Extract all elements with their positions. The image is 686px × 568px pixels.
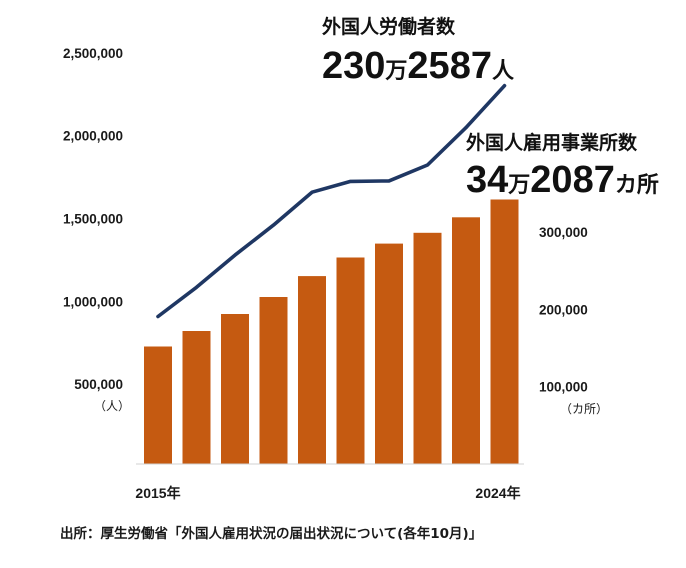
bar-9 <box>490 199 519 464</box>
establishments-num2: 2087 <box>530 159 615 201</box>
bar-1 <box>182 331 211 464</box>
establishments-unit2: カ所 <box>615 173 659 198</box>
source-note: 出所：厚生労働省「外国人雇用状況の届出状況について(各年10月)」 <box>60 525 482 542</box>
establishments-label: 外国人雇用事業所数 <box>466 131 638 154</box>
workers-num2: 2587 <box>407 45 492 87</box>
bar-6 <box>375 243 403 464</box>
establishments-unit1: 万 <box>507 173 530 198</box>
right-tick-label: 300,000 <box>539 225 588 240</box>
bar-7 <box>413 232 442 464</box>
workers-num1: 230 <box>322 45 385 87</box>
left-tick-label: 2,000,000 <box>63 129 123 144</box>
establishments-value: 34万2087カ所 <box>466 159 659 201</box>
bar-0 <box>144 346 172 464</box>
bar-8 <box>452 217 480 464</box>
workers-label: 外国人労働者数 <box>322 15 456 38</box>
x-label-start: 2015年 <box>135 485 180 501</box>
left-tick-label: 1,000,000 <box>63 294 123 309</box>
workers-unit1: 万 <box>384 59 407 84</box>
right-tick-label: 200,000 <box>539 302 588 317</box>
right-tick-label: 100,000 <box>539 380 588 395</box>
left-tick-label: 2,500,000 <box>63 46 123 61</box>
left-axis-unit: （人） <box>94 399 130 413</box>
workers-value: 230万2587人 <box>322 45 514 87</box>
left-tick-label: 500,000 <box>74 377 123 392</box>
left-axis: 500,000 1,000,000 1,500,000 2,000,000 2,500,… <box>63 46 123 392</box>
bar-series <box>144 199 519 464</box>
right-axis-unit: （カ所） <box>560 402 608 416</box>
x-label-end: 2024年 <box>475 485 520 501</box>
bar-3 <box>259 297 288 464</box>
line-series <box>156 83 507 319</box>
bar-5 <box>336 257 365 464</box>
left-tick-label: 1,500,000 <box>63 212 123 227</box>
bar-4 <box>298 276 326 464</box>
right-axis: 100,000 200,000 300,000 <box>539 225 588 395</box>
establishments-num1: 34 <box>466 159 508 201</box>
workers-unit2: 人 <box>492 59 514 84</box>
bar-2 <box>221 314 249 464</box>
